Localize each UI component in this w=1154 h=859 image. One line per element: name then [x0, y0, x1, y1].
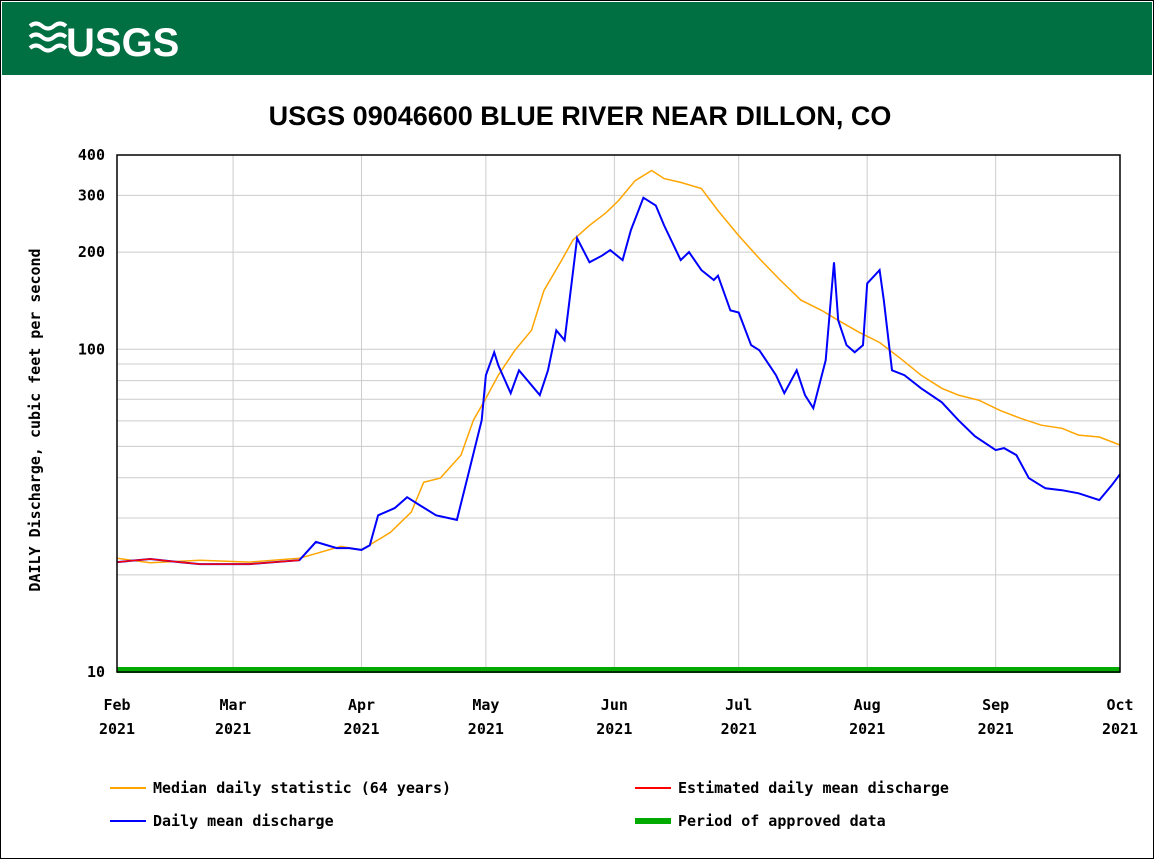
x-tick-label-line: 2021: [343, 720, 379, 738]
y-tick-label: 400: [78, 146, 105, 164]
x-tick-label-line: 2021: [468, 720, 504, 738]
x-tick-label-line: Apr: [348, 696, 375, 714]
x-tick-label-line: Aug: [854, 696, 881, 714]
y-tick-label: 10: [87, 663, 105, 681]
x-tick-label-line: 2021: [721, 720, 757, 738]
y-tick-label: 100: [78, 340, 105, 358]
x-tick-label-line: Sep: [982, 696, 1009, 714]
y-tick-label: 300: [78, 186, 105, 204]
y-tick-label: 200: [78, 243, 105, 261]
x-tick-label: Jun 2021: [596, 696, 632, 738]
series-line: [116, 169, 1121, 564]
x-tick-label: Oct 2021: [1102, 696, 1138, 738]
plot-area: [117, 155, 1120, 672]
series-line: [116, 558, 300, 565]
x-tick-label-line: Feb: [103, 696, 130, 714]
plot-border: [116, 154, 1121, 673]
x-tick-label-line: 2021: [1102, 720, 1138, 738]
x-tick-label-line: 2021: [849, 720, 885, 738]
x-tick-label: Mar 2021: [215, 696, 251, 738]
x-tick-label-line: 2021: [596, 720, 632, 738]
x-tick-label-line: 2021: [215, 720, 251, 738]
approved-period: [117, 667, 1120, 673]
logo: USGS: [66, 21, 179, 65]
legend-label: Period of approved data: [678, 812, 886, 830]
x-tick-label-line: Mar: [220, 696, 247, 714]
x-tick-label: May 2021: [468, 696, 504, 738]
y-axis-label: DAILY Discharge, cubic feet per second: [26, 248, 44, 591]
legend-label: Daily mean discharge: [153, 812, 334, 830]
x-tick-label-line: Oct: [1106, 696, 1133, 714]
x-tick-label: Apr 2021: [343, 696, 379, 738]
x-tick-label-line: Jun: [601, 696, 628, 714]
chart-title: USGS 09046600 BLUE RIVER NEAR DILLON, CO: [269, 101, 892, 131]
series-line: [116, 196, 1121, 566]
x-tick-label: Sep 2021: [978, 696, 1014, 738]
x-tick-label-line: May: [472, 696, 499, 714]
x-tick-label: Feb 2021: [99, 696, 135, 738]
legend-label: Estimated daily mean discharge: [678, 779, 949, 797]
x-tick-label-line: Jul: [725, 696, 752, 714]
x-tick-label-line: 2021: [978, 720, 1014, 738]
x-tick-label-line: 2021: [99, 720, 135, 738]
header-bar: [2, 2, 1152, 75]
x-tick-label: Aug 2021: [849, 696, 885, 738]
x-tick-label: Jul 2021: [721, 696, 757, 738]
logo-waves: [28, 21, 68, 53]
legend-label: Median daily statistic (64 years): [153, 779, 451, 797]
